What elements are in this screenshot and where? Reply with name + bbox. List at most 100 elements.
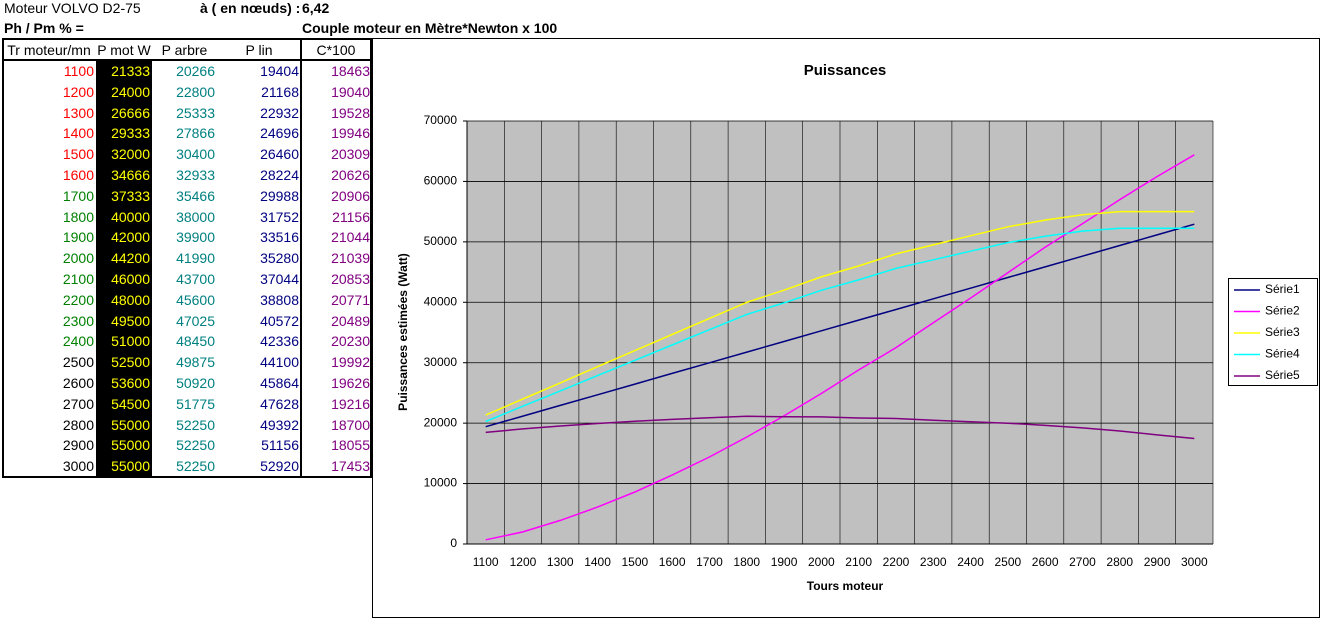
table-cell: 1600 — [62, 167, 94, 183]
x-tick-label: 1500 — [621, 555, 648, 569]
x-axis-label: Tours moteur — [807, 579, 884, 593]
x-tick-label: 1100 — [473, 555, 499, 569]
y-tick-label: 10000 — [424, 476, 458, 490]
table-cell: 1100 — [63, 63, 94, 79]
legend-label: Série4 — [1265, 347, 1300, 361]
table-cell: 1200 — [62, 83, 94, 100]
table-cell: 48450 — [176, 333, 215, 350]
table-cell: 43700 — [176, 271, 215, 287]
table-cell: 2300 — [62, 312, 94, 329]
table-cell: 29333 — [111, 125, 150, 142]
table-cell: 21044 — [331, 229, 370, 246]
table-cell: 34666 — [111, 167, 150, 183]
table-cell: 51000 — [111, 333, 150, 350]
table-cell: 44200 — [111, 250, 150, 267]
table-cell: 40000 — [111, 208, 150, 225]
table-cell: 42336 — [260, 333, 299, 350]
table-cell: 29988 — [260, 187, 299, 204]
column-header: Tr moteur/mn — [7, 42, 91, 58]
column-header: C*100 — [316, 42, 356, 58]
table-cell: 1400 — [62, 125, 94, 142]
table-cell: 19040 — [331, 83, 370, 100]
table-cell: 1300 — [62, 104, 94, 121]
x-tick-label: 1400 — [584, 555, 611, 569]
speed-label: à ( en nœuds) : — [200, 0, 301, 16]
table-cell: 21156 — [332, 208, 370, 225]
table-cell: 18055 — [331, 437, 370, 454]
table-cell: 3000 — [62, 458, 94, 475]
column-header: P lin — [245, 42, 273, 58]
table-cell: 27866 — [176, 125, 215, 142]
data-table: Tr moteur/mn P mot W P arbre P lin C*100 1100… — [2, 38, 372, 478]
table-cell: 38808 — [260, 291, 299, 308]
table-cell: 32000 — [111, 146, 150, 163]
table-cell: 55000 — [111, 416, 150, 433]
x-tick-label: 2300 — [920, 555, 947, 569]
series-line — [485, 154, 1195, 541]
x-tick-label: 2700 — [1069, 555, 1096, 569]
table-cell: 1900 — [62, 229, 94, 246]
speed-value: 6,42 — [302, 0, 330, 16]
table-cell: 20230 — [331, 333, 370, 350]
x-tick-label: 1600 — [659, 555, 686, 569]
table-cell: 42000 — [111, 229, 150, 246]
table-cell: 2000 — [62, 250, 94, 267]
legend-label: Série3 — [1265, 325, 1300, 339]
table-cell: 51775 — [176, 395, 215, 412]
table-cell: 24696 — [260, 125, 299, 142]
y-tick-label: 40000 — [424, 294, 458, 308]
legend-label: Série2 — [1265, 304, 1300, 318]
table-cell: 45864 — [260, 375, 299, 391]
x-tick-label: 1900 — [771, 555, 798, 569]
y-tick-label: 50000 — [424, 234, 458, 248]
chart: Puissances Tours moteur Puissances estim… — [372, 38, 1320, 618]
x-tick-label: 1300 — [547, 555, 574, 569]
torque-label: Couple moteur en Mètre*Newton x 100 — [302, 20, 558, 36]
x-tick-label: 3000 — [1181, 555, 1208, 569]
table-cell: 37333 — [111, 187, 150, 204]
table-cell: 21168 — [261, 83, 299, 100]
table-cell: 2900 — [62, 437, 94, 454]
table-cell: 39900 — [176, 229, 215, 246]
table-cell: 20771 — [331, 291, 370, 308]
table-cell: 51156 — [261, 437, 299, 454]
table-cell: 2100 — [62, 271, 94, 287]
y-tick-label: 30000 — [424, 355, 458, 369]
table-cell: 19992 — [331, 354, 370, 371]
x-tick-label: 2400 — [957, 555, 984, 569]
chart-title: Puissances — [804, 62, 887, 79]
table-cell: 18700 — [331, 416, 370, 433]
header-divider — [4, 59, 370, 61]
table-cell: 2800 — [62, 416, 94, 433]
table-cell: 19626 — [331, 375, 370, 391]
table-cell: 38000 — [176, 208, 215, 225]
table-cell: 48000 — [111, 291, 150, 308]
legend-label: Série5 — [1265, 368, 1300, 382]
table-cell: 45600 — [176, 291, 215, 308]
table-cell: 2600 — [62, 375, 94, 391]
table-cell: 22800 — [176, 83, 215, 100]
column-header: P arbre — [161, 42, 208, 58]
x-tick-label: 2500 — [994, 555, 1021, 569]
y-tick-label: 60000 — [424, 174, 458, 188]
table-cell: 52250 — [176, 416, 215, 433]
table-cell: 2400 — [62, 333, 94, 350]
y-axis-label: Puissances estimées (Watt) — [396, 253, 410, 411]
table-cell: 49392 — [260, 416, 299, 433]
table-cell: 32933 — [176, 167, 215, 183]
table-cell: 52920 — [260, 458, 299, 475]
table-cell: 41990 — [176, 250, 215, 267]
table-cell: 20266 — [176, 63, 215, 79]
table-cell: 52500 — [111, 354, 150, 371]
table-cell: 21333 — [111, 63, 150, 79]
table-cell: 30400 — [176, 146, 215, 163]
series-line — [485, 210, 1195, 416]
table-cell: 1800 — [62, 208, 94, 225]
table-cell: 1500 — [62, 146, 94, 163]
table-cell: 40572 — [260, 312, 299, 329]
table-cell: 20489 — [331, 312, 370, 329]
table-cell: 25333 — [176, 104, 215, 121]
table-cell: 20309 — [331, 146, 370, 163]
table-cell: 46000 — [111, 271, 150, 287]
